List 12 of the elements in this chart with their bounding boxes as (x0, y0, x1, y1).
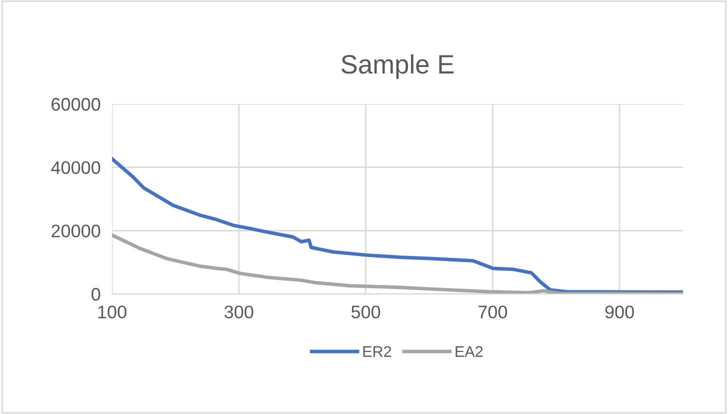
y-tick-label: 40000 (51, 161, 100, 174)
y-tick-label: 60000 (52, 98, 100, 111)
x-tick-label: 500 (351, 306, 380, 318)
x-tick-label: 900 (605, 306, 634, 318)
x-tick-label: 100 (98, 306, 126, 318)
legend-label: ER2 (363, 346, 392, 357)
y-tick-label: 20000 (52, 224, 100, 238)
y-tick-label: 0 (92, 288, 100, 301)
legend-label: EA2 (456, 346, 483, 357)
chart-title: Sample E (342, 54, 454, 79)
x-tick-label: 700 (478, 306, 508, 318)
x-tick-label: 300 (224, 306, 254, 318)
